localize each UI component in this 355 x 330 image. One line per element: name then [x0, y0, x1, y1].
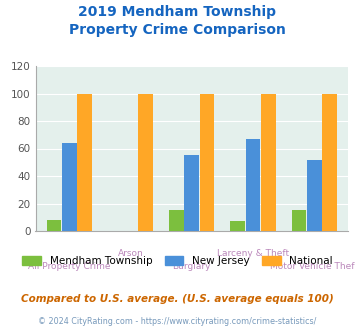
Bar	[291, 211, 306, 231]
Text: 2019 Mendham Township: 2019 Mendham Township	[78, 5, 277, 19]
Bar	[261, 93, 275, 231]
Text: Burglary: Burglary	[173, 262, 211, 271]
Bar	[62, 143, 77, 231]
Legend: Mendham Township, New Jersey, National: Mendham Township, New Jersey, National	[18, 252, 337, 270]
Text: Compared to U.S. average. (U.S. average equals 100): Compared to U.S. average. (U.S. average …	[21, 294, 334, 304]
Bar	[230, 221, 245, 231]
Bar	[47, 220, 61, 231]
Bar	[138, 93, 153, 231]
Text: Arson: Arson	[118, 249, 143, 258]
Bar	[169, 211, 184, 231]
Bar	[77, 93, 92, 231]
Bar	[184, 155, 199, 231]
Bar	[322, 93, 337, 231]
Bar	[246, 139, 260, 231]
Text: Larceny & Theft: Larceny & Theft	[217, 249, 289, 258]
Bar	[307, 159, 322, 231]
Text: All Property Crime: All Property Crime	[28, 262, 110, 271]
Text: Motor Vehicle Theft: Motor Vehicle Theft	[270, 262, 355, 271]
Bar	[200, 93, 214, 231]
Text: Property Crime Comparison: Property Crime Comparison	[69, 23, 286, 37]
Text: © 2024 CityRating.com - https://www.cityrating.com/crime-statistics/: © 2024 CityRating.com - https://www.city…	[38, 317, 317, 326]
